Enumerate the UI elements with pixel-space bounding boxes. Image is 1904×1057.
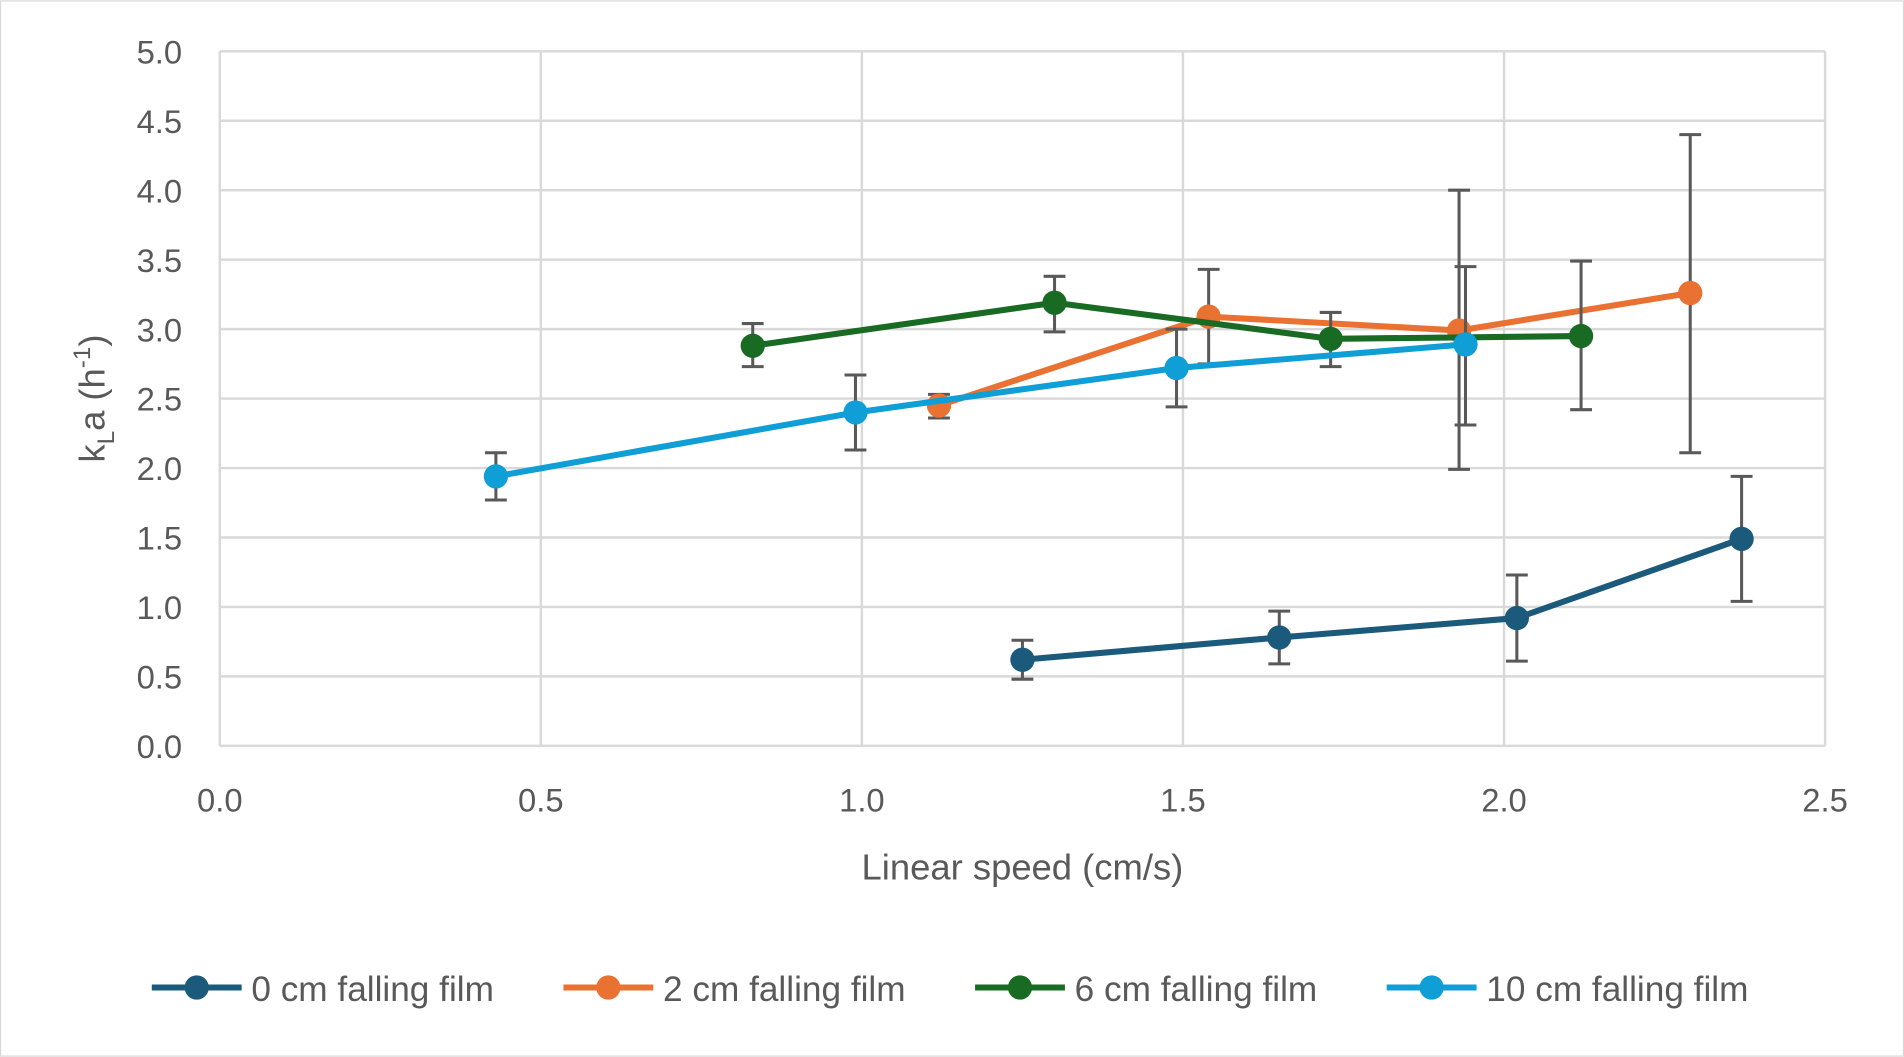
- series-line: [495, 341, 1466, 480]
- gridlines: [218, 50, 1827, 748]
- series-line: [938, 290, 1691, 409]
- x-tick-labels: 0.0 0.5 1.0 1.5 2.0 2.5: [197, 781, 1848, 818]
- x-axis-title: Linear speed (cm/s): [862, 846, 1184, 887]
- legend-marker: [184, 975, 209, 1000]
- y-tick-label: 3.0: [137, 311, 183, 348]
- series-0: [1010, 474, 1754, 681]
- data-point: [843, 400, 868, 425]
- legend-item: 2 cm falling film: [563, 970, 906, 1009]
- data-point: [1267, 625, 1292, 650]
- y-axis-title-sub: L: [93, 431, 120, 445]
- y-tick-label: 4.5: [137, 103, 183, 140]
- data-point: [1318, 326, 1343, 351]
- x-tick-label: 0.0: [197, 781, 243, 818]
- y-tick-label: 2.5: [137, 381, 183, 418]
- series-line: [1022, 536, 1743, 663]
- y-axis-title-end: ): [71, 335, 112, 347]
- y-tick-label: 0.0: [137, 728, 183, 765]
- legend-item: 0 cm falling film: [151, 970, 494, 1009]
- data-point: [1568, 323, 1594, 349]
- data-point: [1010, 647, 1035, 672]
- y-tick-labels: 0.0 0.5 1.0 1.5 2.0 2.5 3.0 3.5 4.0 4.5 5.0: [137, 33, 183, 765]
- data-point: [1504, 605, 1529, 631]
- y-tick-label: 3.5: [137, 242, 183, 279]
- x-tick-label: 2.0: [1481, 781, 1527, 818]
- legend-marker: [1419, 975, 1444, 1000]
- x-tick-label: 0.5: [518, 781, 564, 818]
- y-axis-title: kLa (h-1): [69, 335, 120, 463]
- x-tick-label: 1.0: [839, 781, 885, 818]
- series-1: [926, 133, 1703, 471]
- x-tick-label: 2.5: [1802, 781, 1848, 818]
- legend-label: 10 cm falling film: [1486, 970, 1748, 1009]
- legend-marker: [596, 975, 621, 1000]
- y-tick-label: 1.0: [137, 589, 183, 626]
- legend-marker: [1007, 975, 1033, 1000]
- y-axis-title-mid: a (h: [71, 368, 112, 431]
- y-tick-label: 0.5: [137, 659, 183, 696]
- data-point: [483, 464, 509, 489]
- data-point: [1453, 332, 1478, 357]
- series-3: [483, 265, 1478, 502]
- y-tick-label: 1.5: [137, 520, 183, 557]
- y-tick-label: 5.0: [137, 33, 183, 70]
- legend-label: 0 cm falling film: [251, 970, 494, 1009]
- data-point: [1678, 280, 1703, 306]
- x-tick-label: 1.5: [1160, 781, 1206, 818]
- legend-label: 6 cm falling film: [1075, 970, 1318, 1009]
- legend-item: 10 cm falling film: [1386, 970, 1748, 1009]
- data-point: [1042, 290, 1067, 315]
- y-axis-title-sup: -1: [69, 347, 96, 369]
- data-point: [1729, 526, 1754, 552]
- data-point: [1164, 355, 1189, 381]
- y-tick-label: 2.0: [137, 450, 183, 487]
- data-point: [740, 333, 765, 358]
- legend: 0 cm falling film 2 cm falling film 6 cm f…: [151, 970, 1748, 1009]
- y-tick-label: 4.0: [137, 172, 183, 209]
- legend-item: 6 cm falling film: [975, 970, 1317, 1009]
- legend-label: 2 cm falling film: [663, 970, 906, 1009]
- series-group: [483, 133, 1754, 681]
- y-axis-title-main: k: [71, 444, 112, 463]
